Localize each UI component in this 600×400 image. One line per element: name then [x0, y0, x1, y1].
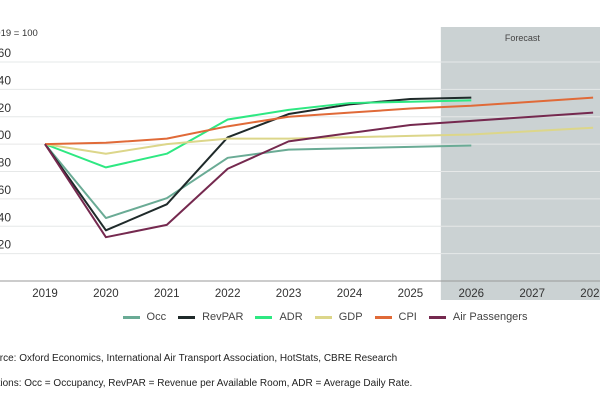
forecast-band	[440, 27, 600, 300]
y-axis-label: 2019 = 100	[0, 28, 38, 39]
x-tick-label: 2027	[519, 288, 545, 300]
y-tick-label: 100	[0, 128, 11, 142]
line-chart: Forecast 2019 = 100 20 40 60 80 100 120 140 160 20…	[0, 27, 600, 300]
legend-label: ADR	[279, 311, 303, 323]
x-tick-label: 2023	[276, 288, 302, 300]
legend-label: Air Passengers	[452, 311, 528, 323]
x-tick-label: 2019	[32, 288, 58, 300]
x-tick-label: 2028	[580, 288, 600, 300]
legend-swatch	[122, 315, 140, 319]
legend-label: CPI	[398, 311, 417, 323]
x-tick-label: 2021	[154, 288, 180, 300]
legend-item: ADR	[255, 311, 303, 323]
legend-item: Air Passengers	[428, 311, 528, 323]
series-line-occ	[44, 143, 472, 220]
series-line-air-passengers	[44, 111, 594, 239]
definitions-note: Definitions: Occ = Occupancy, RevPAR = R…	[0, 378, 413, 389]
legend-item: Occ	[122, 311, 167, 323]
y-tick-label: 80	[0, 156, 11, 170]
series-line-cpi	[44, 96, 594, 146]
legend-swatch	[314, 315, 332, 319]
y-tick-label: 120	[0, 101, 11, 115]
x-tick-label: 2020	[93, 288, 119, 300]
legend-item: GDP	[314, 311, 363, 323]
source-note: Source: Oxford Economics, International …	[0, 353, 398, 364]
legend-item: CPI	[374, 311, 417, 323]
legend-label: Occ	[146, 311, 167, 323]
legend-label: GDP	[338, 311, 363, 323]
x-tick-label: 2022	[215, 288, 241, 300]
legend-swatch	[374, 315, 392, 319]
y-tick-label: 160	[0, 46, 11, 60]
legend-label: RevPAR	[202, 311, 244, 323]
legend-swatch	[255, 315, 273, 319]
x-tick-label: 2025	[398, 288, 424, 300]
y-tick-label: 140	[0, 73, 11, 87]
forecast-label: Forecast	[505, 33, 541, 43]
legend-swatch	[428, 315, 446, 319]
y-tick-label: 60	[0, 183, 11, 197]
legend-swatch	[178, 315, 196, 319]
legend: Occ RevPAR ADR GDP CPI Air Passengers	[0, 311, 600, 323]
x-tick-label: 2024	[337, 288, 363, 300]
series-line-revpar	[44, 96, 472, 232]
y-tick-label: 20	[0, 238, 11, 252]
y-tick-label: 40	[0, 210, 11, 224]
series-line-adr	[44, 99, 472, 169]
x-tick-label: 2026	[459, 288, 485, 300]
legend-item: RevPAR	[178, 311, 243, 323]
